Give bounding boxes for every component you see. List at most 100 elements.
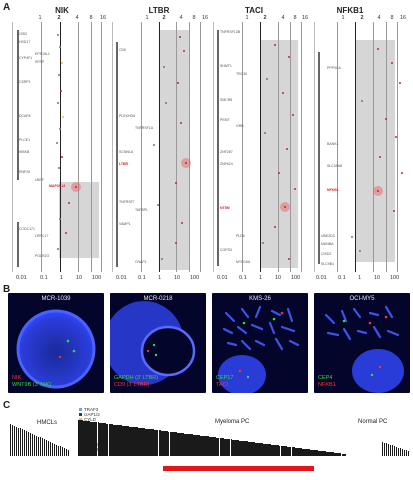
- data-point: [266, 78, 269, 81]
- gene-label: BANK1: [327, 142, 339, 146]
- sample-bar: [203, 436, 205, 456]
- top-tick: 2: [263, 15, 267, 21]
- sample-bar: [149, 429, 152, 456]
- sample-bar: [197, 435, 199, 456]
- sample-bar: [84, 420, 86, 456]
- sample-bar: [187, 433, 189, 456]
- sample-bar: [152, 429, 154, 456]
- sample-bar: [285, 446, 287, 456]
- gridline: [373, 22, 374, 272]
- sample-bar: [279, 445, 281, 456]
- sample-bar: [339, 453, 341, 456]
- sample-bar: [62, 447, 64, 456]
- gridline: [78, 22, 79, 272]
- bottom-tick: 1: [158, 275, 162, 281]
- legend-label: TACI: [84, 437, 94, 442]
- sample-bar: [135, 427, 137, 456]
- legend-swatch: [79, 413, 82, 417]
- sample-bar: [242, 440, 244, 456]
- sample-bar: [101, 422, 103, 456]
- sample-bar: [212, 437, 214, 456]
- sample-bar: [129, 426, 131, 456]
- chromosome-spread-graphic: [324, 305, 404, 393]
- sample-bar: [200, 435, 202, 456]
- gene-label: SLC9B1: [321, 262, 335, 266]
- sample-bar: [151, 429, 153, 456]
- gridline: [242, 22, 243, 272]
- data-point: [57, 102, 60, 105]
- data-point: [180, 122, 183, 125]
- sample-bar: [329, 451, 331, 456]
- gene-label-highlight: NFKB1: [327, 188, 339, 192]
- sample-bar: [26, 431, 28, 456]
- data-point: [59, 46, 62, 49]
- sample-bar: [335, 452, 337, 456]
- data-point: [56, 142, 59, 145]
- data-point: [57, 34, 60, 37]
- image-title: KMS-26: [249, 296, 271, 302]
- data-point: [284, 206, 287, 209]
- top-tick: 16: [99, 15, 107, 21]
- bottom-tick: 10: [174, 275, 181, 281]
- sample-bar: [306, 449, 308, 456]
- sample-bar: [99, 422, 102, 456]
- data-point: [377, 48, 380, 51]
- top-tick: 4: [75, 15, 79, 21]
- sample-bar: [110, 424, 113, 456]
- sample-bar: [228, 439, 230, 456]
- bottom-tick: 10: [374, 275, 381, 281]
- column-title-ltbr: LTBR: [148, 6, 170, 15]
- sample-bar: [147, 428, 149, 456]
- sample-bar: [210, 436, 213, 456]
- sample-bar: [107, 423, 109, 456]
- sample-bar: [223, 438, 225, 456]
- sample-bar: [115, 424, 117, 456]
- sample-bar: [91, 421, 93, 456]
- gridline-2n: [355, 22, 356, 272]
- top-tick: 4: [377, 15, 381, 21]
- top-tick: 8: [390, 15, 394, 21]
- region-bar: [17, 30, 19, 180]
- gene-label: UBE2D3: [321, 234, 335, 238]
- data-point: [359, 250, 362, 253]
- sample-bar: [292, 447, 294, 456]
- sample-bar: [184, 433, 186, 456]
- gene-label: TAPBPL: [135, 208, 149, 212]
- sample-bar: [146, 428, 148, 456]
- sample-bar: [276, 445, 279, 456]
- sample-bar: [79, 420, 81, 456]
- sample-bar: [326, 451, 329, 456]
- top-tick: 16: [301, 15, 309, 21]
- gene-label: PPP3CA: [327, 66, 341, 70]
- data-point: [61, 156, 64, 159]
- sample-bar: [230, 439, 232, 456]
- bottom-tick: 10: [76, 275, 83, 281]
- sample-bar: [243, 441, 246, 456]
- sample-bar: [400, 448, 402, 456]
- sample-bar: [202, 435, 204, 456]
- sample-bar: [139, 427, 141, 456]
- sample-bar: [315, 450, 318, 456]
- sample-bar: [175, 432, 177, 456]
- legend-item: CYLD: [79, 417, 96, 422]
- sample-bar: [85, 420, 87, 456]
- bottom-tick: 0.1: [338, 275, 346, 281]
- legend-swatch: [79, 408, 82, 412]
- sample-bar: [193, 434, 196, 456]
- sample-bar: [128, 426, 130, 456]
- sample-bar: [300, 448, 302, 456]
- probe-label-red: NFKB1: [318, 382, 336, 388]
- sample-bar: [298, 448, 300, 456]
- gene-label: CNAP1: [135, 260, 147, 264]
- sample-bar: [141, 428, 143, 456]
- legend-label: cIAP1/2: [84, 412, 100, 417]
- sample-bar: [217, 437, 219, 456]
- myeloma-subset-bar: [163, 466, 314, 471]
- sample-bar: [86, 421, 88, 456]
- sample-bar: [248, 441, 250, 456]
- sample-bar: [50, 441, 52, 456]
- gridline: [189, 22, 190, 272]
- nucleus-graphic: [16, 309, 96, 389]
- sample-bar: [215, 437, 218, 456]
- sample-bar: [46, 440, 48, 456]
